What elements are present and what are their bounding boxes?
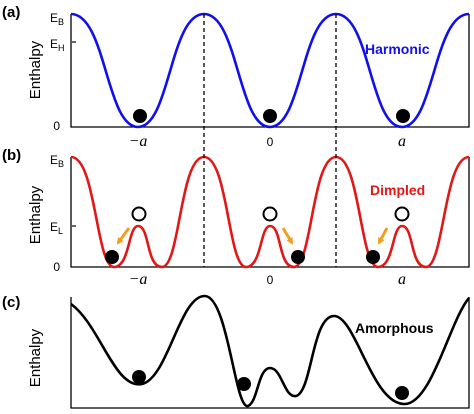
panel-c-y-axis-title: Enthalpy xyxy=(27,328,44,387)
panel-a-level-zero: 0 xyxy=(53,119,60,133)
panel-b-open-circle-left xyxy=(131,206,147,222)
panel-a-xtick-plus-a: a xyxy=(398,133,406,150)
panel-a-atom-right xyxy=(396,109,410,123)
panel-b-y-axis-title: Enthalpy xyxy=(27,185,44,244)
panel-a-xtick-zero: 0 xyxy=(267,135,274,149)
panel-a: (a) Enthalpy EB EH 0 −a 0 a Harmonic xyxy=(2,4,470,150)
panel-c: (c) Enthalpy Amorphous xyxy=(2,294,471,409)
panel-b-xtick-minus-a: −a xyxy=(129,271,148,288)
panel-b-xtick-zero: 0 xyxy=(267,273,274,287)
panel-a-atom-left xyxy=(133,109,147,123)
panel-c-axes-frame xyxy=(70,297,470,409)
panel-b-level-el: EL xyxy=(50,220,63,236)
panel-b-label: (b) xyxy=(2,147,21,164)
panel-a-level-eh: EH xyxy=(50,37,65,53)
panel-c-atom-right xyxy=(395,386,409,400)
panel-b-xtick-plus-a: a xyxy=(398,271,406,288)
panel-a-atom-center xyxy=(263,109,277,123)
dashed-guides xyxy=(203,14,337,267)
panel-b-axes-frame xyxy=(70,157,470,268)
panel-b-level-eb: EB xyxy=(50,153,64,169)
panel-c-atom-left xyxy=(132,370,146,384)
panel-c-series-label: Amorphous xyxy=(355,320,434,336)
panel-a-label: (a) xyxy=(2,4,20,21)
panel-b-arrow-center xyxy=(281,227,294,245)
panel-b-atom-left xyxy=(105,250,119,264)
panel-c-atom-center xyxy=(237,377,251,391)
panel-b-arrow-left xyxy=(116,227,131,245)
panel-a-harmonic-curve xyxy=(70,12,470,129)
panel-b-dimpled-curve xyxy=(70,155,470,269)
panel-b-atom-center xyxy=(291,250,305,264)
panel-c-amorphous-curve xyxy=(70,294,471,408)
panel-a-series-label: Harmonic xyxy=(365,41,430,57)
panel-b-series-label: Dimpled xyxy=(370,182,425,198)
panel-c-label: (c) xyxy=(2,294,20,311)
panel-b-arrow-right xyxy=(377,227,389,245)
panel-a-xtick-minus-a: −a xyxy=(129,133,148,150)
panel-b-open-circle-center xyxy=(262,206,278,222)
panel-a-y-axis-title: Enthalpy xyxy=(27,40,44,99)
panel-b: (b) Enthalpy EB EL 0 −a 0 a Dimpled xyxy=(2,147,470,288)
panel-b-level-zero: 0 xyxy=(53,260,60,274)
panel-b-open-circle-right xyxy=(394,206,410,222)
panel-b-atom-right xyxy=(366,250,380,264)
panel-a-level-eb: EB xyxy=(50,11,64,27)
